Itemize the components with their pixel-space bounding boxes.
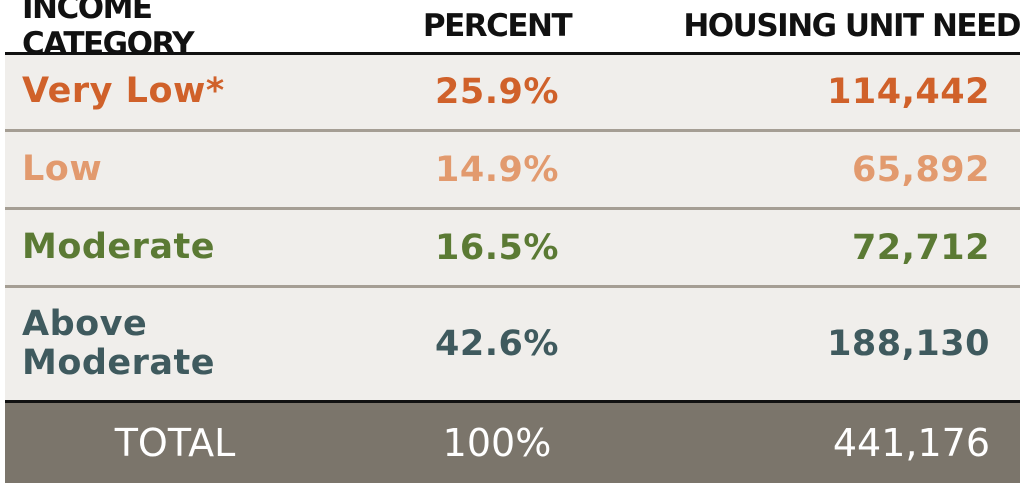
data-row: Moderate 16.5% 72,712	[5, 210, 1020, 288]
unit-need-cell: 114,442	[827, 72, 990, 112]
category-cell: INCOME CATEGORY	[22, 0, 195, 62]
unit-need-cell: 65,892	[851, 149, 990, 190]
unit-need-cell: 441,176	[832, 421, 990, 465]
unit-need-cell: HOUSING UNIT NEED	[683, 8, 1021, 44]
category-cell: Above Moderate	[22, 303, 216, 383]
percent-cell: 100%	[442, 421, 552, 465]
percent-cell: 42.6%	[435, 324, 559, 364]
total-row: TOTAL 100% 441,176	[5, 403, 1020, 483]
header-row: INCOME CATEGORY PERCENT HOUSING UNIT NEED	[5, 0, 1022, 62]
percent-cell: PERCENT	[422, 8, 573, 44]
data-row: Above Moderate 42.6% 188,130	[5, 288, 1020, 403]
data-row: Very Low* 25.9% 114,442	[5, 55, 1020, 132]
data-row: Low 14.9% 65,892	[5, 132, 1020, 210]
category-cell: TOTAL	[114, 421, 236, 465]
percent-cell: 25.9%	[435, 72, 559, 112]
category-cell: Moderate	[22, 226, 216, 267]
unit-need-cell: 72,712	[851, 227, 990, 268]
percent-cell: 16.5%	[435, 227, 559, 268]
housing-need-table: INCOME CATEGORY PERCENT HOUSING UNIT NEED V…	[5, 0, 1022, 483]
unit-need-cell: 188,130	[827, 324, 990, 364]
category-cell: Low	[22, 148, 103, 189]
category-cell: Very Low*	[22, 71, 225, 112]
percent-cell: 14.9%	[435, 149, 559, 190]
